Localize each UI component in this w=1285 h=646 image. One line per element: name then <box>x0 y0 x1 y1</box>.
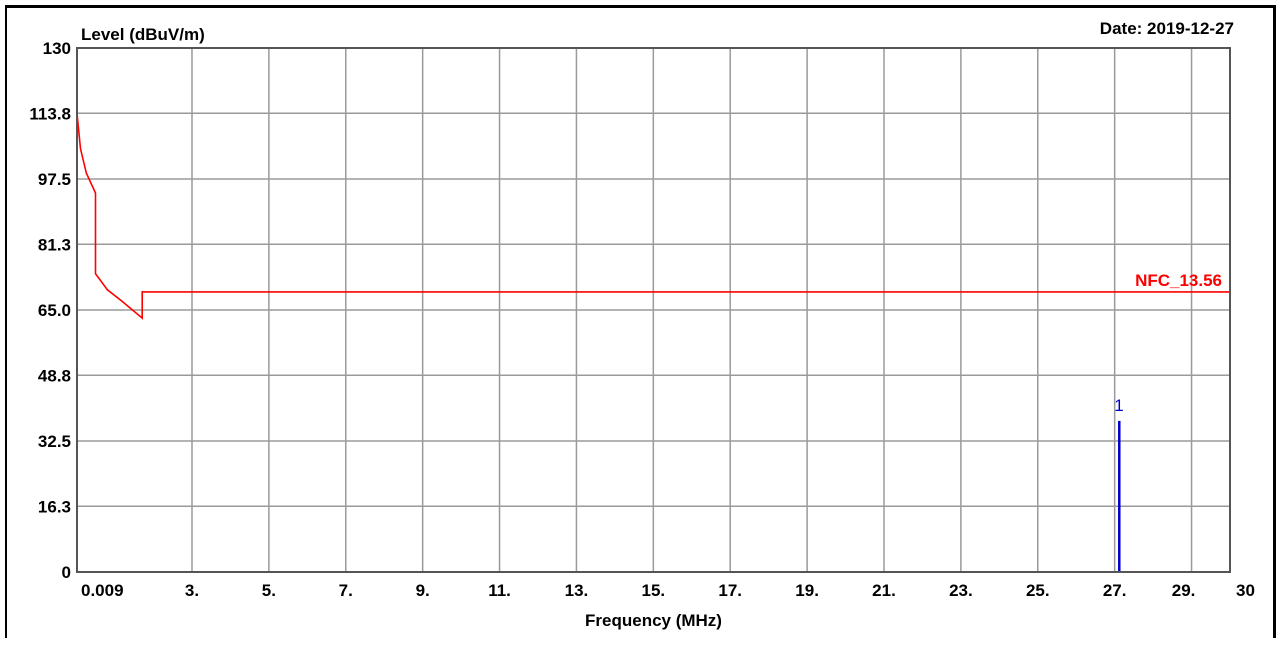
x-tick-label: 3. <box>185 581 199 600</box>
y-tick-label: 65.0 <box>38 301 71 320</box>
x-tick-label: 21. <box>872 581 896 600</box>
x-tick-label: 29. <box>1172 581 1196 600</box>
date-label: Date: 2019-12-27 <box>1100 19 1234 38</box>
x-axis-title: Frequency (MHz) <box>585 611 722 630</box>
x-tick-label: 25. <box>1026 581 1050 600</box>
x-tick-label: 9. <box>416 581 430 600</box>
x-tick-label: 15. <box>642 581 666 600</box>
y-tick-label: 32.5 <box>38 432 71 451</box>
x-tick-label: 27. <box>1103 581 1127 600</box>
x-tick-label: 7. <box>339 581 353 600</box>
y-tick-label: 48.8 <box>38 366 71 385</box>
y-axis-title: Level (dBuV/m) <box>81 25 205 44</box>
x-tick-label: 30 <box>1236 581 1255 600</box>
grid <box>77 47 1230 573</box>
series-layer: NFC_13.56 1 <box>76 48 1230 572</box>
chart-frame <box>5 5 1276 638</box>
x-tick-label: 13. <box>565 581 589 600</box>
x-tick-label: 19. <box>795 581 819 600</box>
x-tick-label: 23. <box>949 581 973 600</box>
x-tick-labels: 0.009 3. 5. 7. 9. 11. 13. 15. 17. 19. 21. 23. 25. 27.… <box>81 581 1255 600</box>
y-tick-label: 0 <box>62 563 71 582</box>
y-tick-label: 16.3 <box>38 497 71 516</box>
plot-border <box>76 47 1231 573</box>
x-tick-label: 0.009 <box>81 581 124 600</box>
limit-line-label: NFC_13.56 <box>1135 271 1222 290</box>
y-tick-label: 130 <box>43 39 71 58</box>
x-tick-label: 17. <box>718 581 742 600</box>
y-tick-label: 113.8 <box>29 104 71 123</box>
y-tick-label: 97.5 <box>38 170 71 189</box>
x-tick-label: 5. <box>262 581 276 600</box>
marker-label: 1 <box>1114 396 1123 415</box>
y-tick-label: 81.3 <box>38 235 71 254</box>
y-tick-labels: 0 16.3 32.5 48.8 65.0 81.3 97.5 113.8 130 <box>29 39 71 582</box>
limit-line <box>76 48 1230 320</box>
x-tick-label: 11. <box>488 581 511 600</box>
